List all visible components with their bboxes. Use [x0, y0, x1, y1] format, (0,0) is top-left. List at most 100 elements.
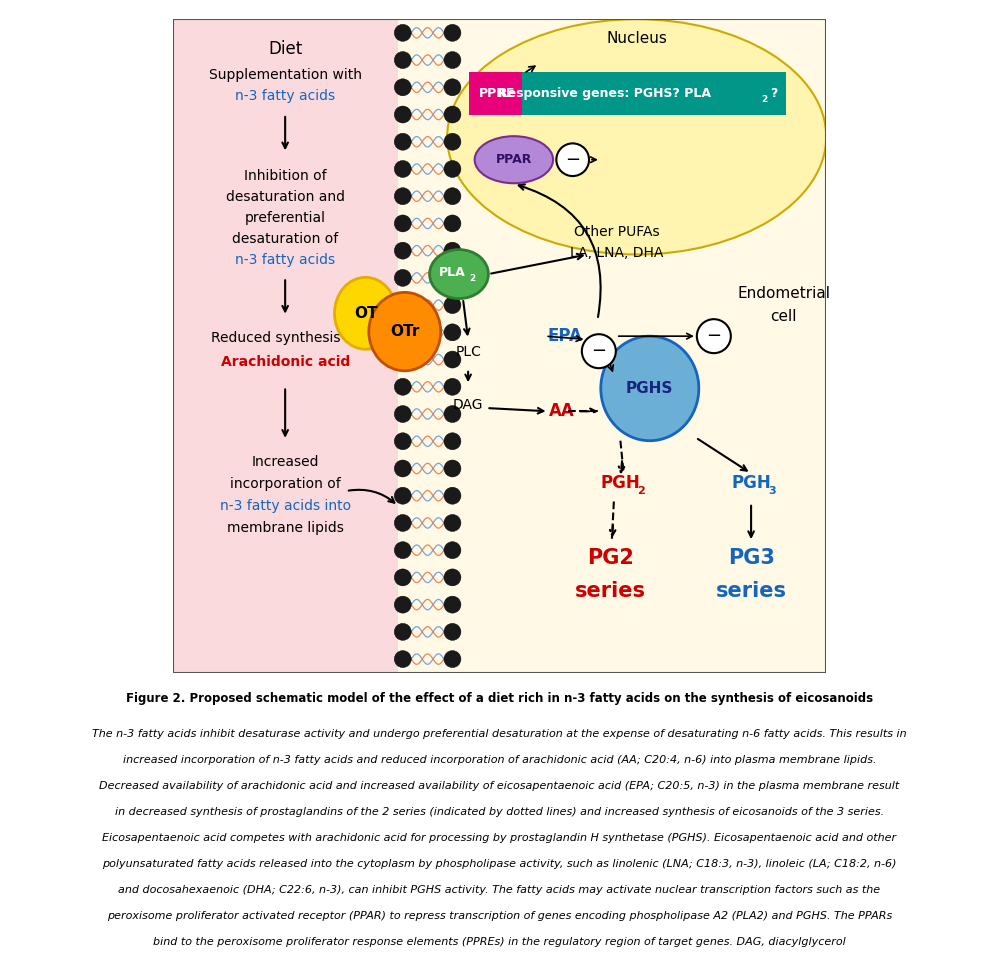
Circle shape: [444, 134, 461, 150]
Text: Inhibition of: Inhibition of: [244, 169, 327, 183]
Circle shape: [395, 215, 412, 232]
Text: Other PUFAs: Other PUFAs: [574, 225, 660, 238]
Circle shape: [395, 651, 412, 668]
Circle shape: [444, 569, 461, 586]
Text: peroxisome proliferator activated receptor (PPAR) to repress transcription of ge: peroxisome proliferator activated recept…: [107, 911, 892, 921]
Circle shape: [444, 351, 461, 368]
Text: n-3 fatty acids: n-3 fatty acids: [235, 89, 336, 104]
Circle shape: [444, 460, 461, 477]
Text: Reduced synthesis of: Reduced synthesis of: [212, 332, 359, 345]
Text: PGHS: PGHS: [626, 381, 673, 396]
Text: 2: 2: [637, 486, 645, 496]
Text: LA, LNA, DHA: LA, LNA, DHA: [570, 245, 663, 259]
Text: PG2: PG2: [587, 549, 634, 568]
Circle shape: [444, 297, 461, 313]
FancyBboxPatch shape: [173, 19, 399, 673]
Text: Diet: Diet: [268, 39, 303, 58]
Circle shape: [395, 324, 412, 341]
Text: desaturation and: desaturation and: [226, 190, 345, 204]
Text: incorporation of: incorporation of: [230, 478, 341, 491]
Circle shape: [444, 651, 461, 668]
Text: series: series: [575, 581, 646, 601]
Circle shape: [444, 79, 461, 96]
Ellipse shape: [335, 278, 397, 349]
Circle shape: [444, 406, 461, 423]
Circle shape: [395, 379, 412, 395]
Circle shape: [444, 215, 461, 232]
Circle shape: [395, 269, 412, 286]
Circle shape: [395, 487, 412, 505]
Text: −: −: [565, 151, 580, 169]
Circle shape: [395, 542, 412, 558]
Text: PPAR: PPAR: [496, 153, 532, 166]
Ellipse shape: [475, 136, 553, 184]
Circle shape: [395, 134, 412, 150]
Circle shape: [444, 52, 461, 68]
Circle shape: [444, 542, 461, 558]
Text: PLA: PLA: [439, 265, 466, 279]
Circle shape: [395, 106, 412, 123]
Ellipse shape: [430, 250, 489, 299]
Text: 3: 3: [768, 486, 776, 496]
Circle shape: [444, 24, 461, 41]
Circle shape: [581, 334, 615, 368]
Text: OT: OT: [354, 306, 378, 321]
Circle shape: [444, 269, 461, 286]
Text: Figure 2. Proposed schematic model of the effect of a diet rich in n-3 fatty aci: Figure 2. Proposed schematic model of th…: [126, 692, 873, 704]
Text: −: −: [591, 342, 606, 360]
Text: and docosahexaenoic (DHA; C22:6, n-3), can inhibit PGHS activity. The fatty acid: and docosahexaenoic (DHA; C22:6, n-3), c…: [119, 885, 880, 895]
Circle shape: [395, 624, 412, 640]
Circle shape: [444, 514, 461, 531]
Text: Eicosapentaenoic acid competes with arachidonic acid for processing by prostagla: Eicosapentaenoic acid competes with arac…: [103, 833, 896, 843]
Circle shape: [444, 160, 461, 178]
Text: 2: 2: [761, 95, 767, 104]
Text: polyunsaturated fatty acids released into the cytoplasm by phospholipase activit: polyunsaturated fatty acids released int…: [102, 859, 897, 869]
Circle shape: [395, 569, 412, 586]
Text: PGH: PGH: [600, 474, 640, 492]
Text: OTr: OTr: [390, 324, 420, 339]
Text: cell: cell: [770, 309, 797, 324]
Text: in decreased synthesis of prostaglandins of the 2 series (indicated by dotted li: in decreased synthesis of prostaglandins…: [115, 807, 884, 817]
Text: Increased: Increased: [252, 456, 319, 469]
Circle shape: [395, 297, 412, 313]
Circle shape: [395, 460, 412, 477]
Circle shape: [395, 596, 412, 613]
Circle shape: [395, 160, 412, 178]
Text: Arachidonic acid: Arachidonic acid: [221, 356, 350, 369]
Text: Endometrial: Endometrial: [737, 286, 830, 301]
Circle shape: [444, 187, 461, 205]
Circle shape: [395, 187, 412, 205]
Circle shape: [444, 242, 461, 259]
Text: AA: AA: [548, 403, 574, 420]
Text: n-3 fatty acids: n-3 fatty acids: [235, 253, 336, 267]
Circle shape: [444, 596, 461, 613]
FancyBboxPatch shape: [399, 19, 826, 673]
Ellipse shape: [448, 19, 826, 255]
FancyBboxPatch shape: [469, 72, 525, 115]
Ellipse shape: [600, 336, 699, 441]
Circle shape: [395, 432, 412, 450]
Circle shape: [444, 379, 461, 395]
Text: ?: ?: [770, 87, 777, 100]
Circle shape: [395, 24, 412, 41]
Circle shape: [395, 406, 412, 423]
Text: preferential: preferential: [245, 210, 326, 225]
Ellipse shape: [369, 292, 441, 371]
Circle shape: [395, 52, 412, 68]
Text: PPRE: PPRE: [479, 87, 515, 100]
Circle shape: [697, 319, 731, 353]
FancyBboxPatch shape: [522, 72, 786, 115]
Text: PLC: PLC: [456, 346, 482, 359]
Circle shape: [395, 351, 412, 368]
Text: increased incorporation of n-3 fatty acids and reduced incorporation of arachido: increased incorporation of n-3 fatty aci…: [123, 754, 876, 765]
Text: Responsive genes: PGHS? PLA: Responsive genes: PGHS? PLA: [498, 87, 710, 100]
Text: Decreased availability of arachidonic acid and increased availability of eicosap: Decreased availability of arachidonic ac…: [99, 780, 900, 791]
Circle shape: [444, 432, 461, 450]
Text: membrane lipids: membrane lipids: [227, 521, 344, 534]
Circle shape: [556, 143, 589, 176]
Text: desaturation of: desaturation of: [232, 232, 339, 246]
Text: series: series: [715, 581, 786, 601]
Text: −: −: [706, 327, 721, 345]
Text: Supplementation with: Supplementation with: [209, 68, 362, 82]
Circle shape: [444, 624, 461, 640]
